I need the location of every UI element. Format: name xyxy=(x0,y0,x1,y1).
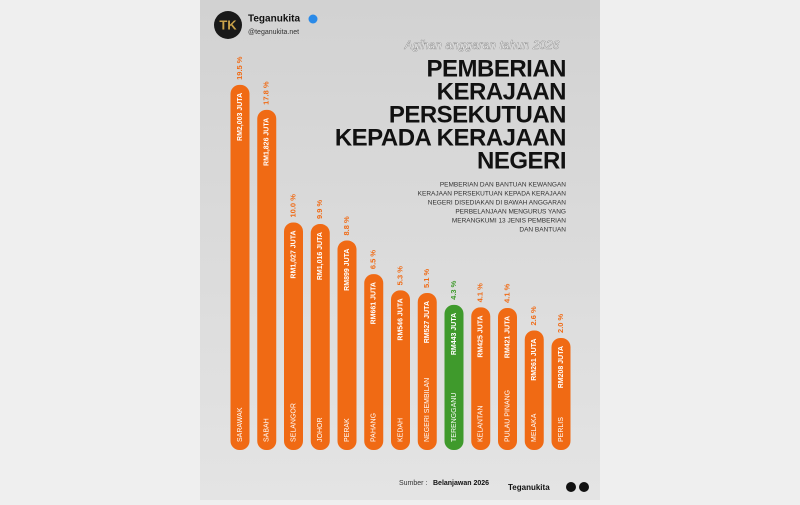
bar xyxy=(364,274,384,450)
title-line: PEMBERIAN xyxy=(426,55,566,82)
verified-badge xyxy=(308,14,318,24)
value-label: RM527 JUTA xyxy=(424,301,431,343)
bar xyxy=(257,109,277,451)
account-handle: @teganukita.net xyxy=(248,29,299,36)
percentage-label: 4.1 % xyxy=(476,283,485,303)
bar xyxy=(284,222,303,450)
percentage-label: 2.0 % xyxy=(556,313,565,333)
bar xyxy=(417,292,437,450)
category-label: JOHOR xyxy=(317,418,324,443)
value-label: RM1,027 JUTA xyxy=(290,230,297,278)
bar xyxy=(498,307,517,450)
description-line: MERANGKUMI 13 JENIS PEMBERIAN xyxy=(452,218,566,225)
subtitle: Agihan anggaran tahun 2026 xyxy=(404,38,560,52)
description-line: DAN BANTUAN xyxy=(519,227,566,234)
percentage-label: 9.9 % xyxy=(315,200,324,220)
category-label: MELAKA xyxy=(531,413,538,442)
percentage-label: 2.6 % xyxy=(529,306,538,326)
percentage-label: 5.3 % xyxy=(395,266,404,286)
logo-mark: TK xyxy=(219,17,237,32)
source-label: Sumber : xyxy=(399,480,427,487)
category-label: TERENGGANU xyxy=(451,393,458,442)
category-label: PERLIS xyxy=(558,417,565,442)
category-label: SELANGOR xyxy=(290,403,297,442)
category-label: KELANTAN xyxy=(478,406,485,442)
bar xyxy=(524,330,544,450)
percentage-label: 8.8 % xyxy=(342,216,351,236)
title-line: PERSEKUTUAN xyxy=(389,101,566,128)
value-label: RM421 JUTA xyxy=(504,316,511,358)
value-label: RM899 JUTA xyxy=(344,249,351,291)
bar xyxy=(444,304,464,450)
bar xyxy=(310,224,330,450)
bar xyxy=(230,84,250,450)
description-line: KERAJAAN PERSEKUTUAN KEPADA KERAJAAN xyxy=(418,191,567,198)
facebook-icon xyxy=(566,482,576,492)
percentage-label: 19.5 % xyxy=(235,56,244,80)
category-label: KEDAH xyxy=(397,418,404,442)
percentage-label: 17.8 % xyxy=(262,81,271,105)
category-label: SARAWAK xyxy=(237,407,244,442)
value-label: RM261 JUTA xyxy=(531,338,538,380)
percentage-label: 6.5 % xyxy=(369,250,378,270)
logo xyxy=(214,11,242,39)
value-label: RM443 JUTA xyxy=(451,313,458,355)
category-label: PULAU PINANG xyxy=(504,390,511,442)
value-label: RM546 JUTA xyxy=(397,298,404,340)
percentage-label: 5.1 % xyxy=(422,268,431,288)
description-line: NEGERI DISEDIAKAN DI BAWAH ANGGARAN xyxy=(428,200,567,207)
source: Belanjawan 2026 xyxy=(433,480,489,487)
tiktok-icon xyxy=(579,482,589,492)
value-label: RM2,003 JUTA xyxy=(237,93,244,141)
value-label: RM1,016 JUTA xyxy=(317,232,324,280)
category-label: PERAK xyxy=(344,418,351,442)
description-line: PEMBERIAN DAN BANTUAN KEWANGAN xyxy=(440,182,566,189)
title-line: KEPADA KERAJAAN xyxy=(335,124,566,151)
title-line: KERAJAAN xyxy=(437,78,566,105)
footer-account: Teganukita xyxy=(508,483,550,492)
category-label: PAHANG xyxy=(371,413,378,442)
account-name: Teganukita xyxy=(248,14,300,25)
value-label: RM425 JUTA xyxy=(478,315,485,357)
value-label: RM208 JUTA xyxy=(558,346,565,388)
title-line: NEGERI xyxy=(477,147,566,174)
bar xyxy=(471,307,491,450)
category-label: SABAH xyxy=(264,418,271,442)
description-line: PERBELANJAAN MENGURUS YANG xyxy=(455,209,566,216)
value-label: RM1,826 JUTA xyxy=(264,118,271,166)
percentage-label: 4.3 % xyxy=(449,280,458,300)
percentage-label: 4.1 % xyxy=(502,283,511,303)
bar xyxy=(391,290,410,450)
percentage-label: 10.0 % xyxy=(288,194,297,218)
category-label: NEGERI SEMBILAN xyxy=(424,378,431,442)
value-label: RM661 JUTA xyxy=(371,282,378,324)
bar xyxy=(551,337,571,450)
bar xyxy=(337,240,357,450)
